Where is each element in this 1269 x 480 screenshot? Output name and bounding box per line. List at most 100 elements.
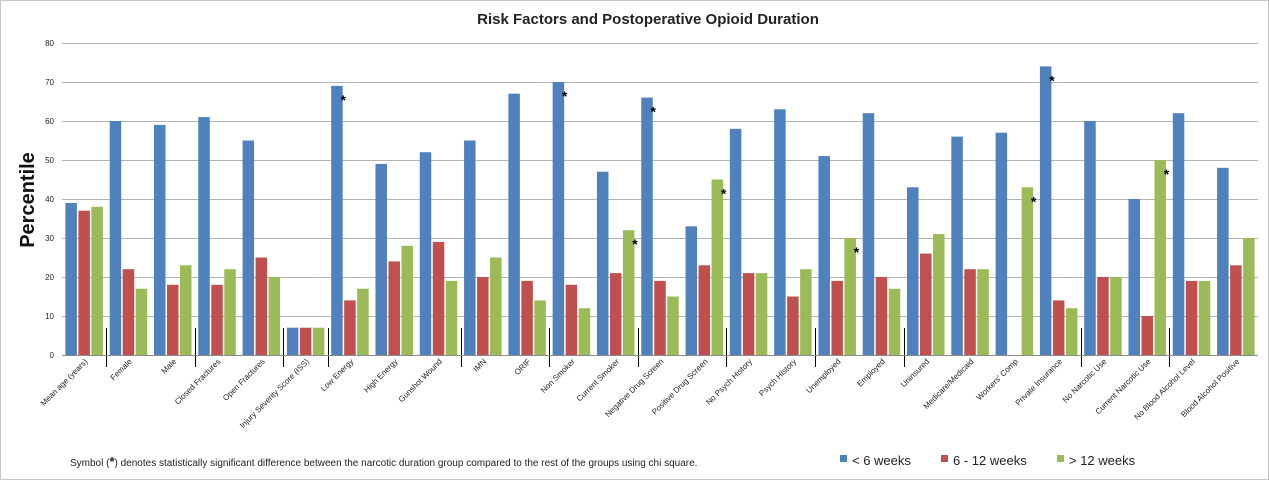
significance-star: *	[632, 236, 638, 252]
bars	[65, 66, 1255, 356]
bar	[711, 179, 724, 355]
bar	[331, 85, 343, 356]
bar	[508, 93, 520, 355]
bar	[211, 284, 223, 355]
bar	[907, 187, 919, 355]
bar	[862, 113, 875, 355]
bar	[774, 109, 786, 355]
bar	[951, 136, 963, 355]
bar	[578, 308, 591, 355]
significance-star: *	[854, 244, 860, 260]
bar	[388, 261, 400, 355]
bar	[552, 82, 565, 355]
y-tick-label: 10	[45, 312, 54, 321]
bar	[91, 206, 103, 355]
bar	[153, 124, 166, 356]
bar	[1065, 308, 1078, 355]
bar	[464, 140, 476, 355]
bar	[1198, 280, 1211, 355]
group-separators	[106, 328, 1170, 367]
bar	[1110, 277, 1122, 355]
bar	[534, 300, 546, 355]
bar	[490, 257, 502, 355]
bar	[1039, 66, 1052, 356]
bar	[755, 273, 768, 355]
bar	[920, 253, 932, 355]
bar	[1084, 121, 1096, 355]
footnote-symbol: *	[109, 454, 115, 469]
bar	[742, 273, 755, 355]
bar	[312, 327, 325, 355]
bar	[122, 269, 135, 355]
bar	[977, 269, 989, 355]
bar	[242, 140, 255, 355]
bar	[875, 277, 888, 355]
bar	[964, 269, 976, 355]
y-axis-ticks: 0 10 20 30 40 50 60 70 80	[45, 39, 54, 360]
bar	[729, 128, 742, 355]
bar	[596, 171, 609, 355]
y-tick-label: 20	[45, 273, 54, 282]
bar	[641, 97, 653, 355]
significance-star: *	[1164, 166, 1170, 182]
bar	[521, 280, 533, 355]
bar	[299, 327, 312, 355]
legend-swatch	[1057, 455, 1064, 462]
y-tick-label: 0	[50, 351, 55, 360]
bar	[1230, 265, 1242, 355]
bar	[357, 288, 369, 355]
bar	[445, 280, 458, 355]
significance-star: *	[1031, 193, 1037, 209]
bar	[818, 156, 830, 355]
y-tick-label: 30	[45, 234, 54, 243]
bar	[844, 238, 856, 355]
bar	[1154, 160, 1167, 355]
bar	[609, 273, 622, 355]
bar	[166, 284, 179, 355]
y-tick-label: 80	[45, 39, 54, 48]
bar	[685, 226, 698, 355]
bar	[198, 117, 210, 355]
footnote: Symbol (*) denotes statistically signifi…	[70, 454, 697, 469]
y-axis-label: Percentile	[17, 152, 39, 248]
bar	[667, 296, 679, 355]
bar	[401, 245, 413, 355]
y-tick-label: 40	[45, 195, 54, 204]
y-tick-label: 70	[45, 78, 54, 87]
significance-star: *	[721, 186, 727, 202]
bar	[995, 132, 1008, 355]
bar	[1243, 238, 1255, 355]
bar	[344, 300, 356, 355]
legend-swatch	[840, 455, 847, 462]
bar	[78, 210, 90, 355]
bar	[1217, 167, 1229, 355]
bar	[179, 265, 192, 355]
bar	[1172, 113, 1185, 355]
bar	[933, 234, 945, 355]
significance-star: *	[1049, 72, 1055, 88]
chart-title: Risk Factors and Postoperative Opioid Du…	[477, 11, 819, 28]
footnote-prefix: Symbol (	[70, 458, 110, 469]
bar	[888, 288, 901, 355]
significance-star: *	[651, 104, 657, 120]
bar	[800, 269, 812, 355]
y-tick-label: 50	[45, 156, 54, 165]
bar	[622, 230, 635, 355]
bar	[224, 269, 236, 355]
bar	[1097, 277, 1109, 355]
y-tick-label: 60	[45, 117, 54, 126]
bar	[787, 296, 799, 355]
bar	[1052, 300, 1065, 355]
bar	[654, 280, 666, 355]
legend-swatch	[941, 455, 948, 462]
significance-star: *	[562, 88, 568, 104]
bar	[109, 121, 122, 355]
legend-label: 6 - 12 weeks	[953, 453, 1027, 468]
bar	[419, 152, 432, 355]
bar	[565, 284, 578, 355]
footnote-suffix: ) denotes statistically significant diff…	[115, 458, 698, 469]
bar	[1128, 199, 1141, 355]
